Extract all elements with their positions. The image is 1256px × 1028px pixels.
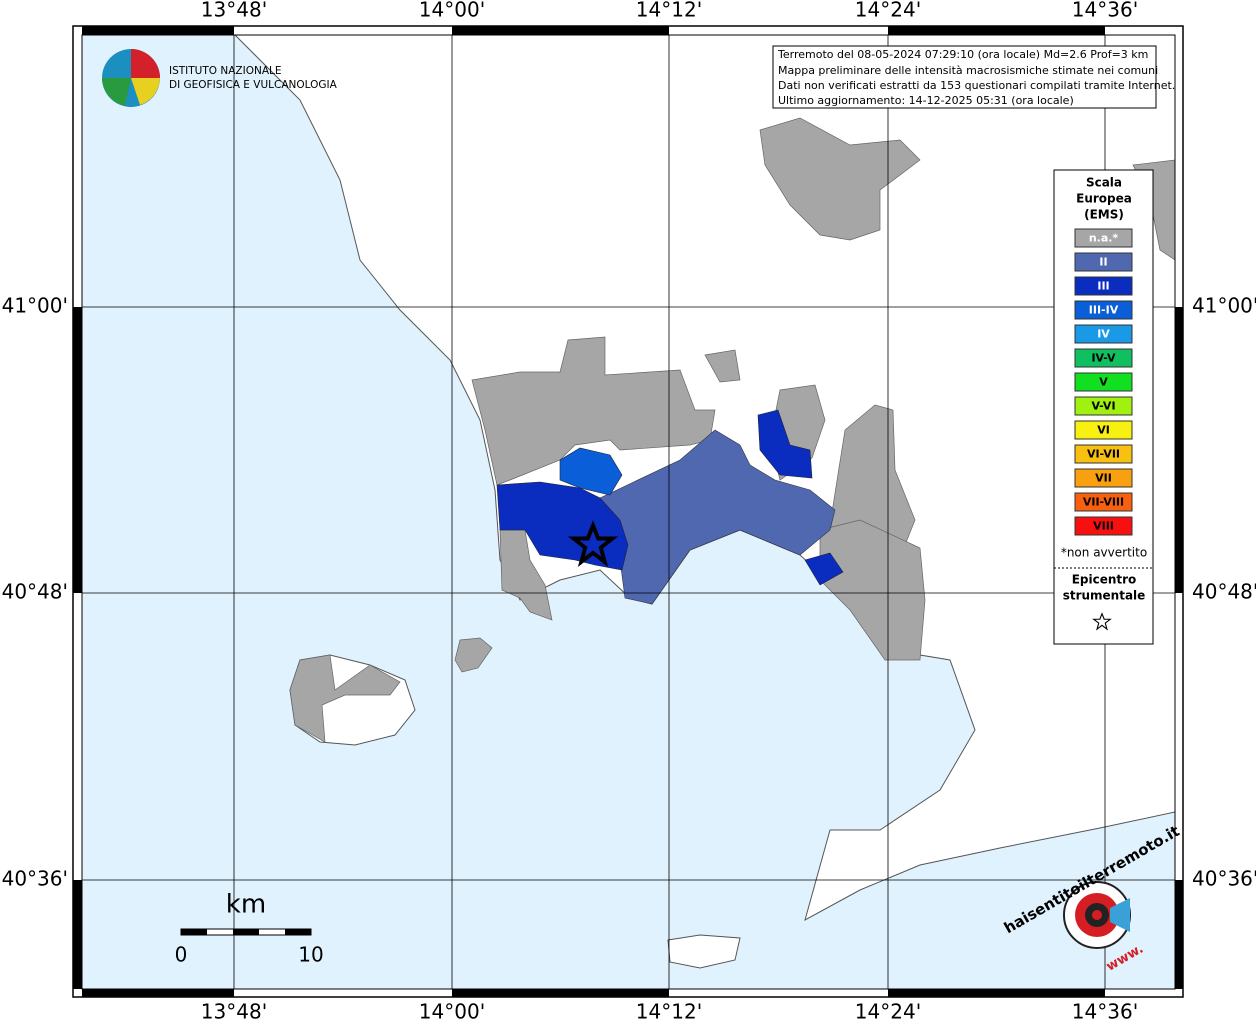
epicenter-label: strumentale [1063,589,1146,603]
scale-label: 10 [298,943,323,967]
ischia-comuni [289,654,401,743]
info-line: Dati non verificati estratti da 153 ques… [778,79,1175,92]
legend-label: V [1099,376,1108,389]
legend-swatch [1074,420,1133,440]
legend-note: *non avvertito [1061,546,1147,560]
area-north [759,117,921,241]
legend-label: VI-VII [1087,448,1120,461]
info-box [772,45,1157,109]
capri [667,934,741,969]
frame [72,25,1184,998]
legend-swatch [1074,372,1133,392]
info-line: Ultimo aggiornamento: 14-12-2025 05:31 (… [778,94,1074,107]
epicenter-star [567,520,619,568]
lon-label: 13°48' [201,0,267,22]
graticule [82,35,1175,989]
logo-text: ISTITUTO NAZIONALE [169,65,282,77]
lat-label: 41°00' [2,294,68,318]
procida [454,637,493,673]
lat-label: 40°36' [1192,867,1256,891]
legend-swatch [1074,348,1133,368]
lat-label: 40°48' [1192,580,1256,604]
legend: Scala Europea (EMS) *non avvertito Epice… [1053,169,1154,645]
scale-unit: km [226,890,266,920]
legend-swatch [1074,468,1133,488]
legend-swatch [1074,300,1133,320]
legend-label: III-IV [1089,304,1119,317]
legend-label: III [1097,280,1109,293]
legend-swatch [1074,252,1133,272]
legend-swatch [1074,228,1133,248]
lon-label: 14°36' [1072,1000,1138,1024]
lon-label: 14°12' [636,0,702,22]
scale-bar: km 0 10 [175,890,324,967]
area-intensity-iii-iv [559,447,623,496]
scale-label: 0 [175,943,188,967]
lon-label: 14°24' [855,1000,921,1024]
lon-label: 14°00' [419,1000,485,1024]
legend-swatch [1074,516,1133,536]
legend-label: IV [1097,328,1110,341]
legend-label: VIII [1093,520,1114,533]
epicenter-label: Epicentro [1072,573,1137,587]
info-line: Terremoto del 08-05-2024 07:29:10 (ora l… [777,48,1148,61]
legend-label: n.a.* [1089,232,1119,245]
legend-label: IV-V [1091,352,1116,365]
legend-title: (EMS) [1084,208,1124,222]
area-sorrento [819,519,926,661]
lat-label: 40°36' [2,867,68,891]
lat-label: 40°48' [2,580,68,604]
legend-title: Scala [1086,176,1122,190]
lon-label: 14°00' [419,0,485,22]
lat-label: 41°00' [1192,294,1256,318]
area-intensity-ii [599,429,836,605]
legend-title: Europea [1076,192,1132,206]
legend-swatch [1074,276,1133,296]
legend-swatch [1074,396,1133,416]
lon-label: 14°36' [1072,0,1138,22]
logo-text: DI GEOFISICA E VULCANOLOGIA [169,79,338,91]
legend-label: VI [1097,424,1110,437]
legend-label: VII [1095,472,1112,485]
legend-label: V-VI [1091,400,1115,413]
ingv-logo: ISTITUTO NAZIONALE DI GEOFISICA E VULCAN… [102,49,338,107]
legend-swatch [1074,444,1133,464]
legend-label: II [1099,256,1107,269]
lon-label: 14°24' [855,0,921,22]
legend-swatch [1074,492,1133,512]
lon-label: 14°12' [636,1000,702,1024]
legend-label: VII-VIII [1083,496,1124,509]
info-line: Mappa preliminare delle intensità macros… [778,64,1158,77]
legend-swatch [1074,324,1133,344]
lon-label: 13°48' [201,1000,267,1024]
